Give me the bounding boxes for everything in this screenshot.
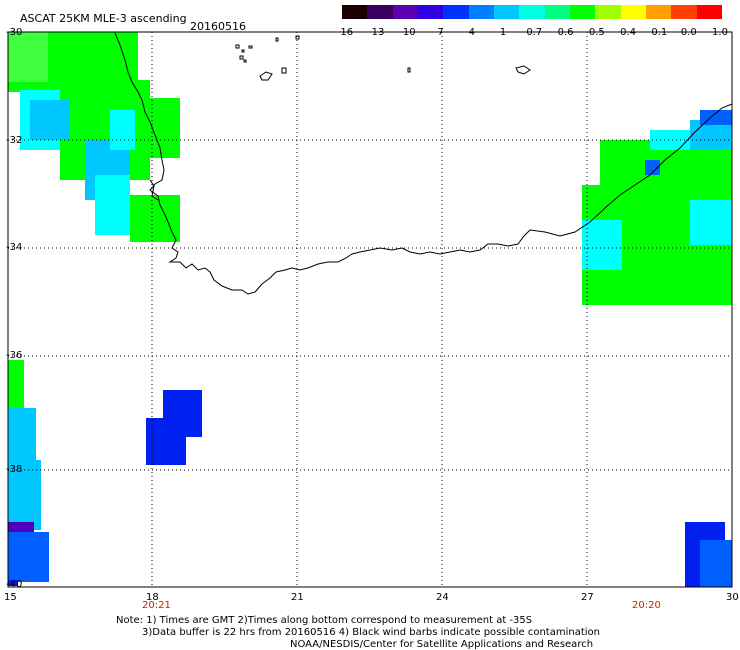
colorbar-label: -13 <box>368 27 385 38</box>
colorbar-label: -1 <box>496 27 507 38</box>
colorbar-swatch <box>468 5 494 19</box>
x-tick-label: 27 <box>581 592 594 603</box>
y-tick-label: -36 <box>6 350 23 361</box>
coastline-west <box>114 32 733 295</box>
colorbar-swatch <box>443 5 469 19</box>
map-title: ASCAT 25KM MLE-3 ascending <box>20 12 187 25</box>
colorbar-swatch <box>595 5 621 19</box>
coastline-west-segment <box>149 179 159 201</box>
swath-bottom-left <box>8 532 49 582</box>
time-label: 20:20 <box>632 600 661 611</box>
x-tick-label: 18 <box>146 592 159 603</box>
colorbar <box>342 5 722 19</box>
time-label: 20:21 <box>142 600 171 611</box>
x-tick-label: 21 <box>291 592 304 603</box>
note-line: NOAA/NESDIS/Center for Satellite Applica… <box>290 639 594 650</box>
coastline <box>114 32 733 295</box>
colorbar-swatch <box>671 5 697 19</box>
colorbar-label: -10 <box>399 27 416 38</box>
swath-right <box>645 160 660 175</box>
note-line: Note: 1) Times are GMT 2)Times along bot… <box>116 615 533 626</box>
swath-middle <box>146 418 186 465</box>
colorbar-swatch <box>342 5 368 19</box>
colorbar-swatch <box>417 5 444 19</box>
y-tick-label: -34 <box>6 242 23 253</box>
data-swaths <box>8 32 732 587</box>
gridlines <box>8 32 732 587</box>
swath-bottom-left <box>8 580 18 586</box>
swath-top-left <box>110 110 135 150</box>
islands <box>235 35 531 81</box>
swath-top-left <box>130 195 180 242</box>
y-tick-label: -38 <box>6 464 23 475</box>
colorbar-label: -4 <box>465 27 475 38</box>
swath-top-left <box>30 100 70 140</box>
colorbar-swatch <box>544 5 570 19</box>
swath-bottom-right <box>700 540 732 587</box>
colorbar-label: 0.0 <box>680 27 697 38</box>
colorbar-label: -0.6 <box>553 27 574 38</box>
colorbar-swatch <box>645 5 672 19</box>
colorbar-label: -0.4 <box>616 27 637 38</box>
colorbar-label: -7 <box>433 27 444 38</box>
swath-right <box>582 220 622 270</box>
swath-top-left <box>95 175 130 235</box>
note-line: 3)Data buffer is 22 hrs from 20160516 4)… <box>142 627 600 638</box>
colorbar-swatch <box>493 5 520 19</box>
x-tick-label: 24 <box>436 592 449 603</box>
colorbar-swatch <box>392 5 418 19</box>
x-tick-label: 15 <box>4 592 17 603</box>
map-date: 20160516 <box>190 20 246 33</box>
swath-top-left <box>8 32 48 82</box>
y-tick-label: -32 <box>6 135 23 146</box>
colorbar-swatch <box>519 5 545 19</box>
x-tick-label: 30 <box>726 592 739 603</box>
swath-bottom-left <box>8 460 41 530</box>
swath-right <box>700 110 732 125</box>
colorbar-swatch <box>620 5 646 19</box>
colorbar-swatch <box>696 5 722 19</box>
swath-bottom-left <box>8 360 24 408</box>
colorbar-swatch <box>367 5 393 19</box>
plot-frame <box>7 31 733 588</box>
colorbar-label: -16 <box>336 27 354 38</box>
colorbar-label: -0.7 <box>522 27 543 38</box>
y-tick-label: -40 <box>6 579 23 590</box>
y-tick-label: -30 <box>6 27 23 38</box>
colorbar-label: -0.1 <box>647 27 668 38</box>
colorbar-label: -0.5 <box>585 27 605 38</box>
swath-bottom-left <box>8 522 34 534</box>
swath-right <box>690 200 732 245</box>
colorbar-swatch <box>569 5 596 19</box>
colorbar-label: 1.0 <box>712 27 728 38</box>
